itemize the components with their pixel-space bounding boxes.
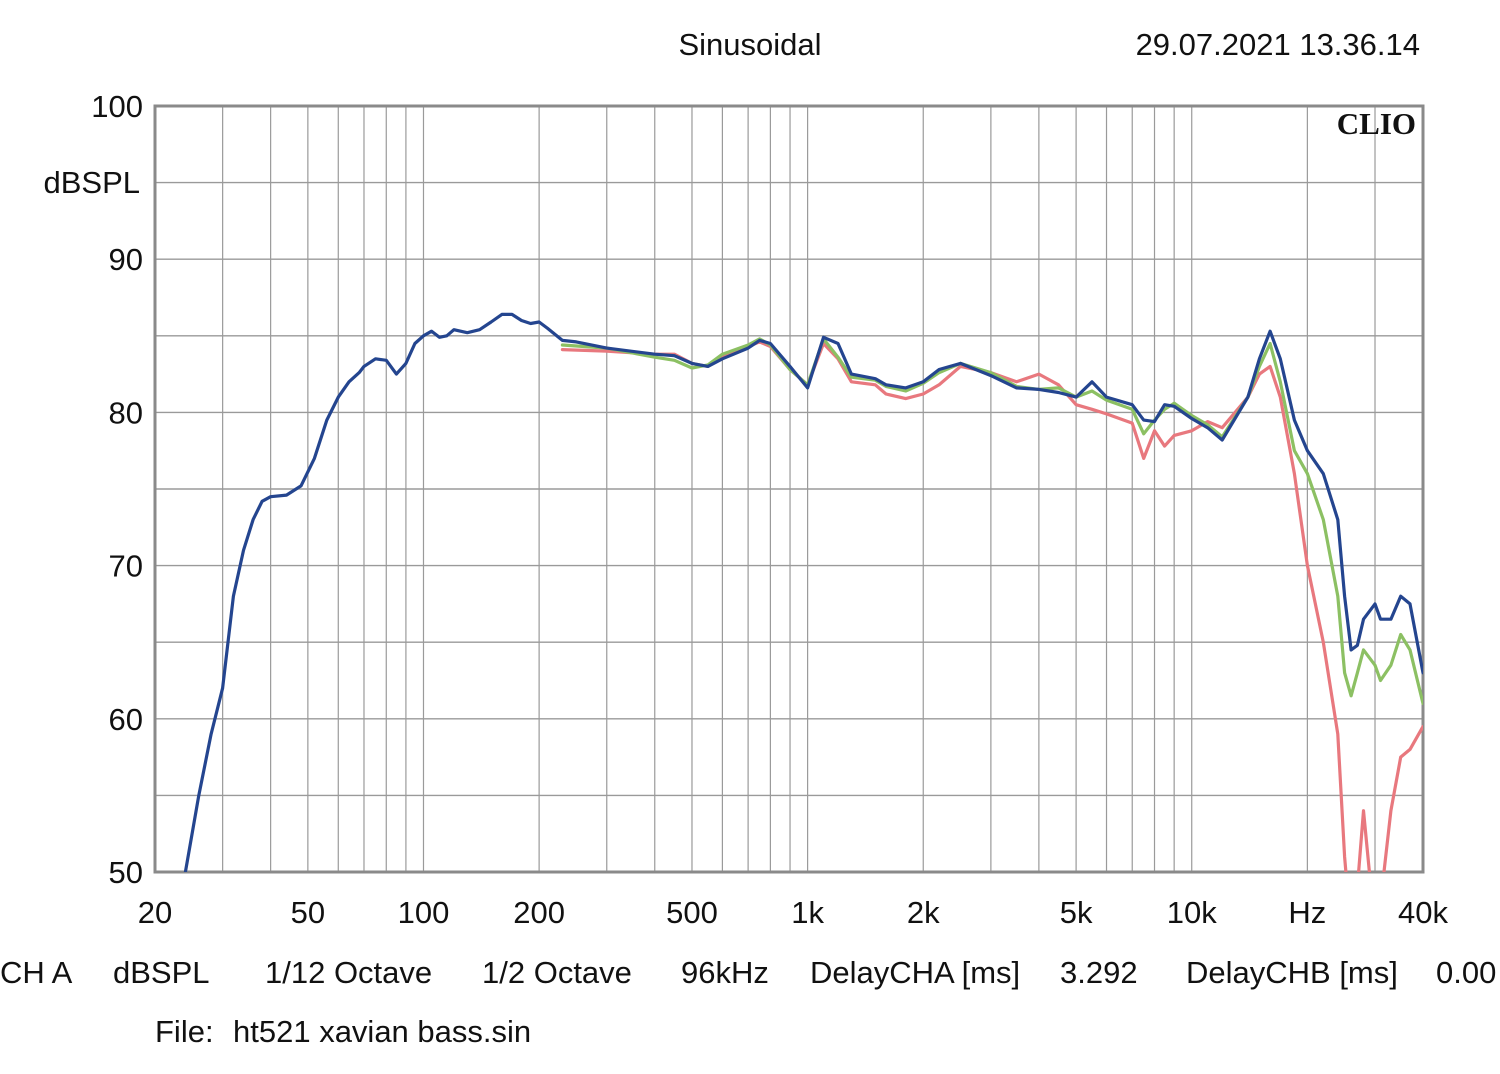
y-axis-label: dBSPL	[43, 165, 140, 200]
delay-b-label: DelayCHB [ms]	[1186, 955, 1398, 990]
series-line-blue	[183, 312, 1423, 872]
y-tick-label: 70	[109, 549, 143, 584]
y-tick-labels: 50 60 70 80 90 100	[91, 89, 143, 890]
x-tick-label: 10k	[1167, 895, 1217, 930]
plot-frame	[153, 104, 1425, 874]
delay-a-value: 3.292	[1060, 955, 1138, 990]
y-tick-label: 60	[109, 702, 143, 737]
smoothing-label: 1/12 Octave	[265, 955, 432, 990]
y-tick-label: 90	[109, 242, 143, 277]
x-tick-label: 50	[291, 895, 325, 930]
delay-b-value: 0.00	[1436, 955, 1496, 990]
sample-rate-label: 96kHz	[681, 955, 769, 990]
series	[183, 312, 1423, 872]
x-tick-label: 500	[666, 895, 718, 930]
brand-logo: CLIO	[1337, 106, 1416, 141]
unit-label: dBSPL	[113, 955, 210, 990]
y-tick-label: 80	[109, 395, 143, 430]
x-tick-label: 100	[398, 895, 450, 930]
grid	[155, 106, 1423, 872]
file-name: ht521 xavian bass.sin	[233, 1014, 531, 1049]
file-label: File:	[155, 1014, 214, 1049]
x-tick-label: 2k	[907, 895, 940, 930]
x-tick-label: Hz	[1288, 895, 1326, 930]
chart-title: Sinusoidal	[678, 27, 821, 62]
x-tick-label: 200	[513, 895, 565, 930]
delay-a-label: DelayCHA [ms]	[810, 955, 1020, 990]
y-tick-label: 100	[91, 89, 143, 124]
timestamp: 29.07.2021 13.36.14	[1136, 27, 1420, 62]
footer-info: CH A dBSPL 1/12 Octave 1/2 Octave 96kHz …	[0, 955, 1496, 1049]
x-tick-label: 40k	[1398, 895, 1448, 930]
y-tick-label: 50	[109, 855, 143, 890]
x-tick-label: 1k	[791, 895, 824, 930]
resolution-label: 1/2 Octave	[482, 955, 632, 990]
x-tick-label: 20	[138, 895, 172, 930]
x-tick-label: 5k	[1060, 895, 1093, 930]
channel-label: CH A	[0, 955, 73, 990]
x-tick-labels: 20 50 100 200 500 1k 2k 5k 10k Hz 40k	[138, 895, 1449, 930]
